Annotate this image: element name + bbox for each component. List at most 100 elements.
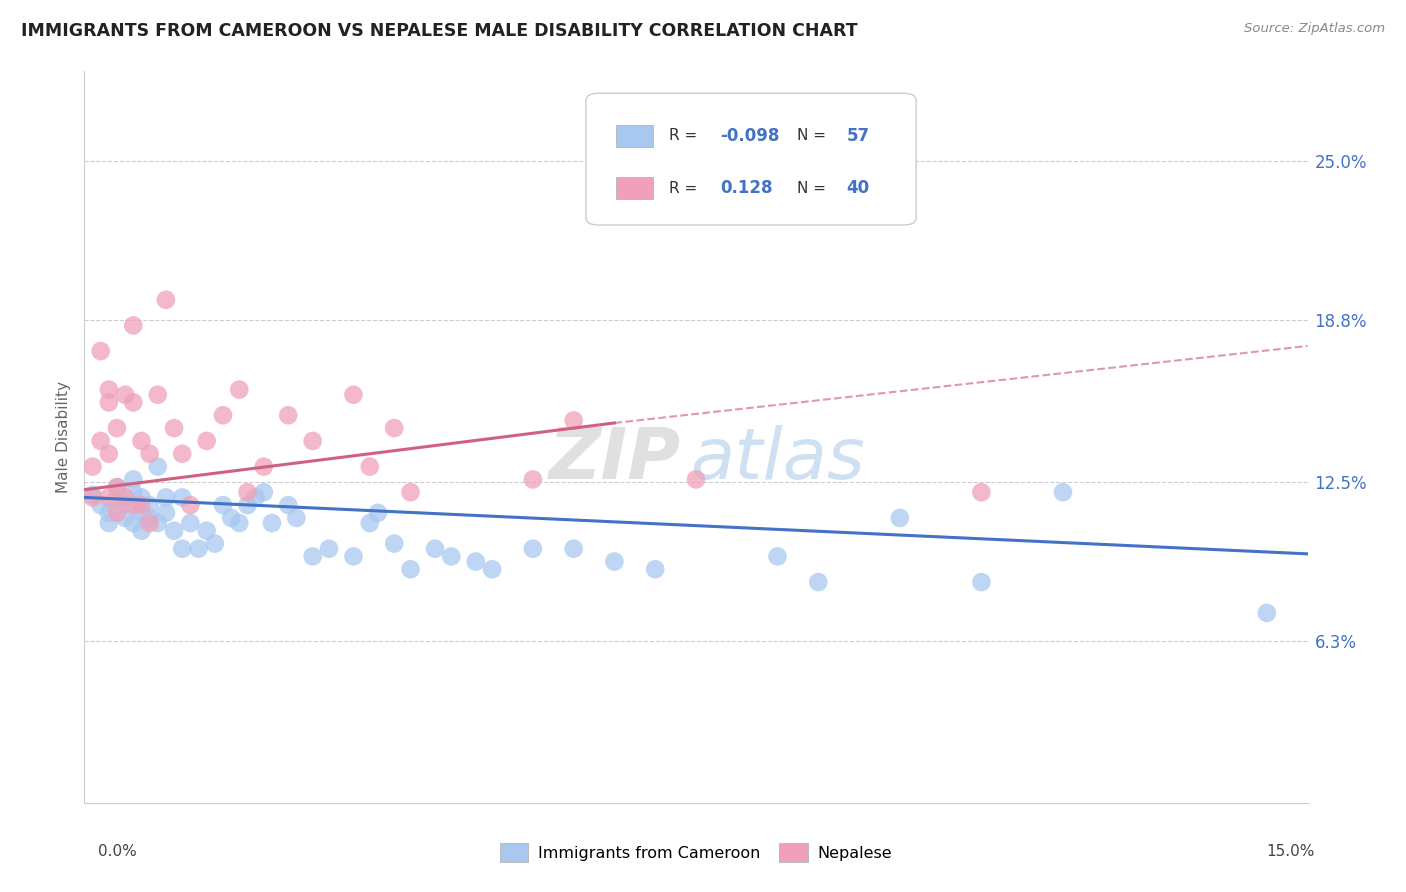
Point — [90, 434, 112, 448]
Point — [105, 421, 128, 435]
Text: N =: N = — [797, 181, 831, 196]
Point — [82, 488, 104, 502]
Point — [179, 516, 201, 530]
Point — [301, 549, 323, 564]
Point — [97, 516, 120, 530]
Legend: Immigrants from Cameroon, Nepalese: Immigrants from Cameroon, Nepalese — [494, 837, 898, 868]
Point — [195, 434, 218, 448]
Point — [131, 524, 153, 538]
Point — [382, 536, 405, 550]
Point — [97, 447, 120, 461]
Point — [138, 447, 160, 461]
Point — [90, 344, 112, 359]
Point — [187, 541, 209, 556]
Point — [131, 498, 153, 512]
Point — [253, 485, 276, 500]
Point — [90, 498, 112, 512]
Point — [122, 498, 145, 512]
Point — [1256, 606, 1278, 620]
Point — [122, 395, 145, 409]
Text: R =: R = — [669, 128, 702, 144]
Point — [97, 383, 120, 397]
Point — [155, 506, 177, 520]
Text: IMMIGRANTS FROM CAMEROON VS NEPALESE MALE DISABILITY CORRELATION CHART: IMMIGRANTS FROM CAMEROON VS NEPALESE MAL… — [21, 22, 858, 40]
Point — [228, 516, 250, 530]
Point — [970, 575, 993, 590]
Point — [970, 485, 993, 500]
Point — [114, 498, 136, 512]
Point — [195, 524, 218, 538]
Point — [318, 541, 340, 556]
Text: ZIP: ZIP — [550, 425, 682, 493]
Point — [245, 491, 267, 505]
Point — [212, 409, 235, 423]
Point — [603, 555, 626, 569]
Point — [105, 506, 128, 520]
Point — [97, 506, 120, 520]
Point — [97, 395, 120, 409]
Point — [131, 491, 153, 505]
Text: 57: 57 — [846, 127, 869, 145]
Point — [163, 524, 186, 538]
Point — [399, 562, 422, 576]
Point — [1052, 485, 1074, 500]
Text: 0.128: 0.128 — [720, 179, 773, 197]
Point — [114, 388, 136, 402]
Point — [359, 459, 381, 474]
Point — [179, 498, 201, 512]
Point — [146, 516, 169, 530]
Point — [138, 511, 160, 525]
Point — [228, 383, 250, 397]
Point — [163, 421, 186, 435]
Point — [766, 549, 789, 564]
Point — [146, 388, 169, 402]
Point — [685, 472, 707, 486]
Point — [138, 498, 160, 512]
Point — [522, 541, 544, 556]
Point — [382, 421, 405, 435]
Point — [562, 541, 585, 556]
Point — [236, 498, 259, 512]
Text: -0.098: -0.098 — [720, 127, 780, 145]
Point — [440, 549, 463, 564]
Point — [807, 575, 830, 590]
Point — [204, 536, 226, 550]
Point — [97, 491, 120, 505]
Point — [122, 318, 145, 333]
Point — [138, 516, 160, 530]
Point — [122, 472, 145, 486]
Text: 0.0%: 0.0% — [98, 845, 138, 859]
Point — [131, 434, 153, 448]
Point — [114, 511, 136, 525]
Text: atlas: atlas — [690, 425, 865, 493]
Point — [155, 491, 177, 505]
Point — [562, 413, 585, 427]
Point — [172, 447, 194, 461]
Point — [172, 491, 194, 505]
Point — [122, 516, 145, 530]
Point — [122, 485, 145, 500]
Text: Source: ZipAtlas.com: Source: ZipAtlas.com — [1244, 22, 1385, 36]
Point — [105, 491, 128, 505]
Point — [644, 562, 666, 576]
Point — [131, 506, 153, 520]
Bar — [616, 125, 654, 146]
Text: R =: R = — [669, 181, 707, 196]
Text: N =: N = — [797, 128, 831, 144]
Point — [155, 293, 177, 307]
Point — [253, 459, 276, 474]
Point — [522, 472, 544, 486]
Point — [423, 541, 446, 556]
Point — [82, 459, 104, 474]
Point — [342, 388, 364, 402]
Point — [464, 555, 486, 569]
Bar — [616, 178, 654, 199]
Point — [481, 562, 503, 576]
Point — [114, 491, 136, 505]
Point — [285, 511, 308, 525]
Point — [105, 480, 128, 494]
Y-axis label: Male Disability: Male Disability — [56, 381, 72, 493]
Text: 15.0%: 15.0% — [1267, 845, 1315, 859]
FancyBboxPatch shape — [586, 94, 917, 225]
Point — [399, 485, 422, 500]
